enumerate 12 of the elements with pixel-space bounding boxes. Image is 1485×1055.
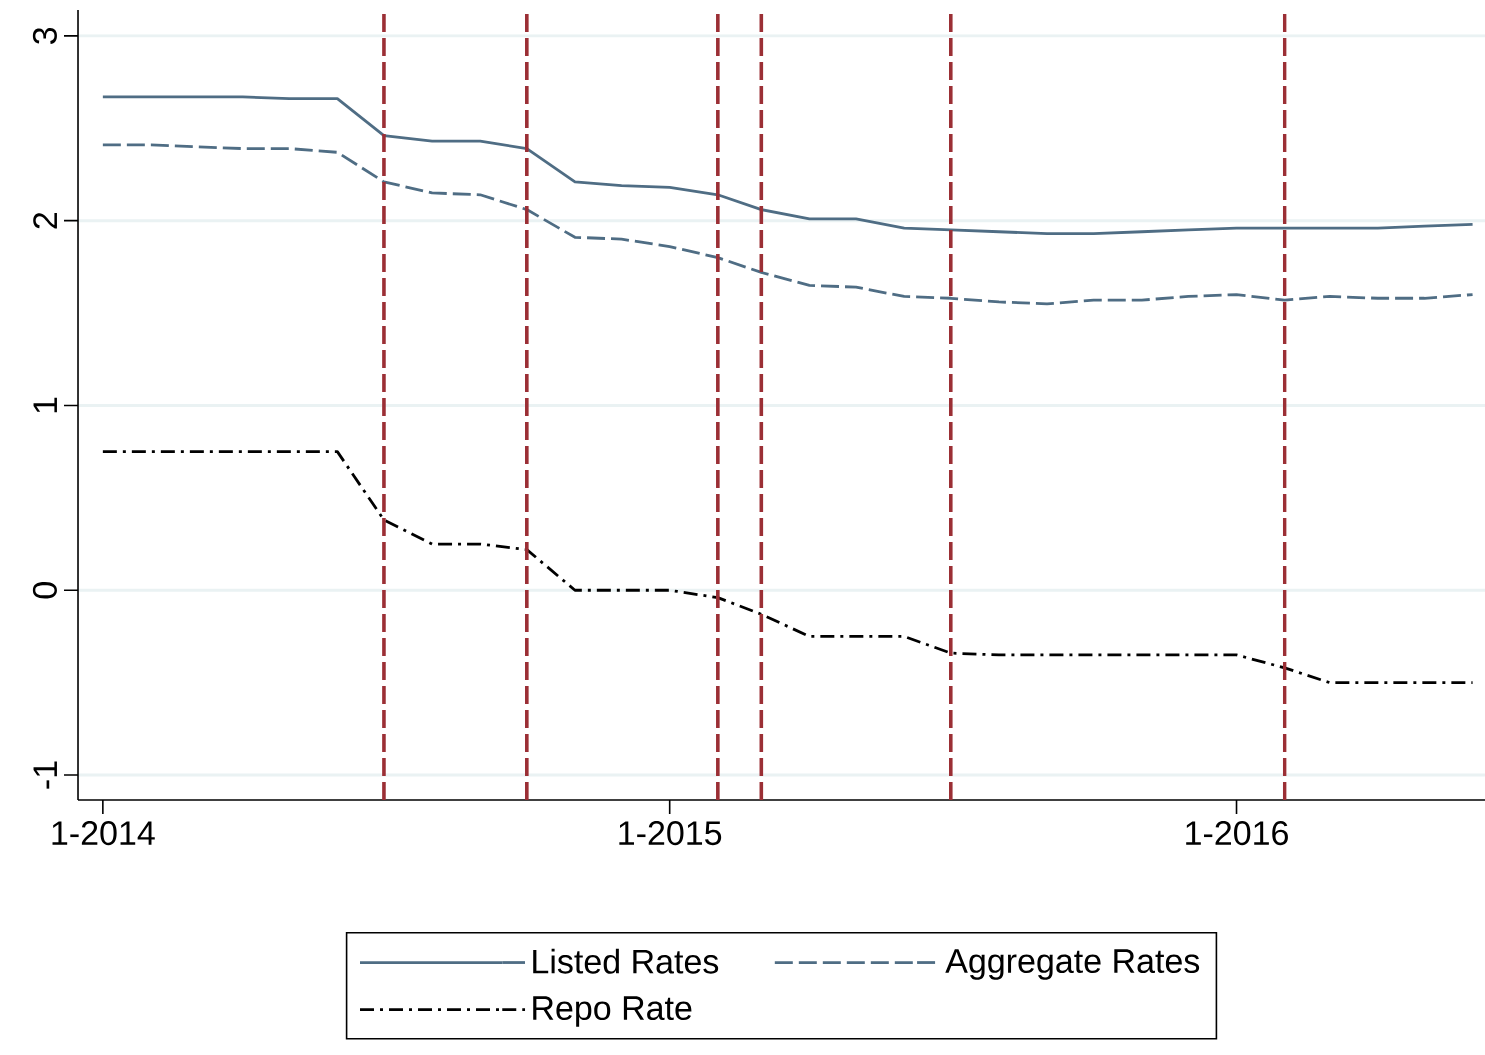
y-tick-label: 3 xyxy=(32,27,57,45)
x-tick-label: 1-2016 xyxy=(1186,821,1288,846)
line-series xyxy=(101,143,1474,306)
legend-label: Repo Rate xyxy=(533,996,692,1027)
y-tick-label: 0 xyxy=(32,582,57,599)
x-tick-label: 1-2015 xyxy=(619,821,722,846)
y-tick-label: 1 xyxy=(33,397,57,413)
y-tick-label: -1 xyxy=(33,761,57,789)
legend-label: Listed Rates xyxy=(533,948,719,974)
x-tick-label: 1-2014 xyxy=(52,821,155,846)
y-tick-label: 2 xyxy=(33,212,57,229)
legend-label: Aggregate Rates xyxy=(945,949,1200,980)
